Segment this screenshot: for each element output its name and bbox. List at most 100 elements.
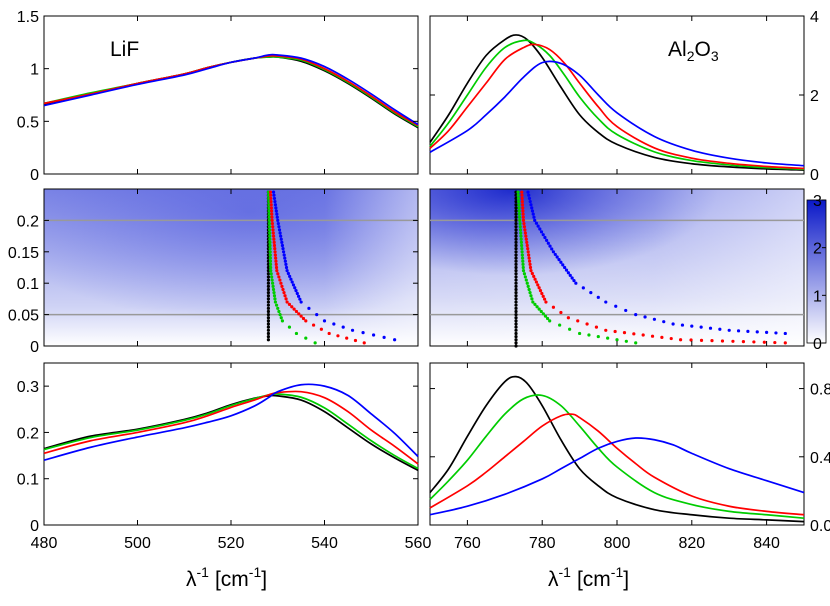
dispersion-dot <box>313 341 317 345</box>
dispersion-dot <box>341 325 345 329</box>
dispersion-dot <box>276 272 280 276</box>
dispersion-dot <box>689 338 693 342</box>
dispersion-dot <box>516 193 520 197</box>
dispersion-dot <box>517 215 522 219</box>
dispersion-dot <box>530 206 534 210</box>
dispersion-dot <box>523 275 527 279</box>
dispersion-dot <box>268 259 273 263</box>
dispersion-dot <box>275 269 279 273</box>
dispersion-dot <box>731 339 735 343</box>
dispersion-dot <box>521 269 526 273</box>
dispersion-dot <box>271 287 276 292</box>
dispersion-dot <box>277 228 282 232</box>
dispersion-dot <box>534 221 539 225</box>
dispersion-dot <box>538 289 543 293</box>
dispersion-dot <box>643 315 647 319</box>
dispersion-dot <box>271 231 275 235</box>
dispersion-dot <box>521 215 525 219</box>
dispersion-dot <box>534 280 539 284</box>
y-tick-label: 0.4 <box>810 450 830 467</box>
dispersion-dot <box>514 325 518 329</box>
dispersion-dot <box>525 281 529 285</box>
dispersion-dot <box>266 278 270 282</box>
dispersion-dot <box>519 234 523 238</box>
dispersion-dot <box>532 215 536 219</box>
dispersion-dot <box>537 307 541 311</box>
dispersion-dot <box>546 241 550 245</box>
dispersion-dot <box>528 265 533 270</box>
dispersion-dot <box>319 327 323 331</box>
dispersion-dot <box>266 313 270 317</box>
dispersion-dot <box>529 269 533 273</box>
dispersion-dot <box>514 243 518 248</box>
dispersion-dot <box>548 319 552 323</box>
dispersion-dot <box>528 262 532 266</box>
dispersion-dot <box>522 221 526 226</box>
dispersion-dot <box>283 259 287 263</box>
dispersion-dot <box>524 234 528 238</box>
dispersion-dot <box>272 243 277 248</box>
dispersion-dot <box>553 252 557 257</box>
dispersion-dot <box>269 193 273 197</box>
dispersion-dot <box>276 218 280 222</box>
dispersion-dot <box>280 284 284 288</box>
dispersion-dot <box>276 306 280 310</box>
dispersion-dot <box>533 218 537 222</box>
dispersion-dot <box>671 322 675 326</box>
dispersion-dot <box>564 268 569 272</box>
dispersion-dot <box>293 286 297 290</box>
dispersion-dot <box>268 256 272 260</box>
dispersion-dot <box>332 322 336 326</box>
dispersion-dot <box>295 291 299 296</box>
dispersion-dot <box>762 340 766 344</box>
panel-al2o3-heatmap <box>429 188 805 347</box>
dispersion-dot <box>266 291 270 295</box>
dispersion-dot <box>271 228 275 232</box>
dispersion-dot <box>517 209 521 213</box>
x-tick-label: 560 <box>405 535 432 552</box>
dispersion-dot <box>345 336 349 340</box>
dispersion-dot <box>520 256 525 260</box>
y-tick-label: 0 <box>30 167 39 184</box>
dispersion-dot <box>514 338 518 342</box>
dispersion-dot <box>269 209 274 213</box>
dispersion-dot <box>273 300 278 304</box>
heatmap-fade <box>44 189 418 346</box>
dispersion-dot <box>280 243 285 248</box>
dispersion-dot <box>520 250 524 254</box>
dispersion-dot <box>783 331 787 336</box>
dispersion-dot <box>539 309 543 314</box>
dispersion-dot <box>514 240 518 244</box>
dispersion-dot <box>270 215 274 219</box>
dispersion-dot <box>765 330 769 334</box>
dispersion-dot <box>281 287 285 292</box>
y-tick-label: 0.15 <box>8 245 39 262</box>
dispersion-dot <box>278 231 282 235</box>
dispersion-dot <box>561 263 565 267</box>
dispersion-dot <box>279 316 283 320</box>
dispersion-dot <box>281 250 286 254</box>
panel-lif-heatmap <box>43 188 419 347</box>
dispersion-dot <box>531 212 535 216</box>
y-tick-label: 4 <box>810 9 819 26</box>
dispersion-dot <box>268 253 272 257</box>
dispersion-dot <box>572 278 576 283</box>
dispersion-dot <box>741 340 746 344</box>
dispersion-dot <box>514 291 518 295</box>
dispersion-dot <box>520 253 524 257</box>
dispersion-dot <box>288 274 292 278</box>
dispersion-dot <box>277 275 281 279</box>
dispersion-dot <box>278 278 282 282</box>
dispersion-dot <box>514 253 518 257</box>
dispersion-dot <box>514 215 518 219</box>
dispersion-dot <box>274 265 279 270</box>
colorbar-tick-label: 2 <box>813 241 822 258</box>
panel-lif-absorption: LiF <box>43 15 419 175</box>
dispersion-dot <box>526 250 530 254</box>
dispersion-dot <box>290 280 294 284</box>
dispersion-dot <box>718 327 722 331</box>
panel-label-lif: LiF <box>110 38 139 61</box>
dispersion-dot <box>266 319 270 323</box>
dispersion-dot <box>283 294 287 298</box>
dispersion-dot <box>699 338 704 342</box>
